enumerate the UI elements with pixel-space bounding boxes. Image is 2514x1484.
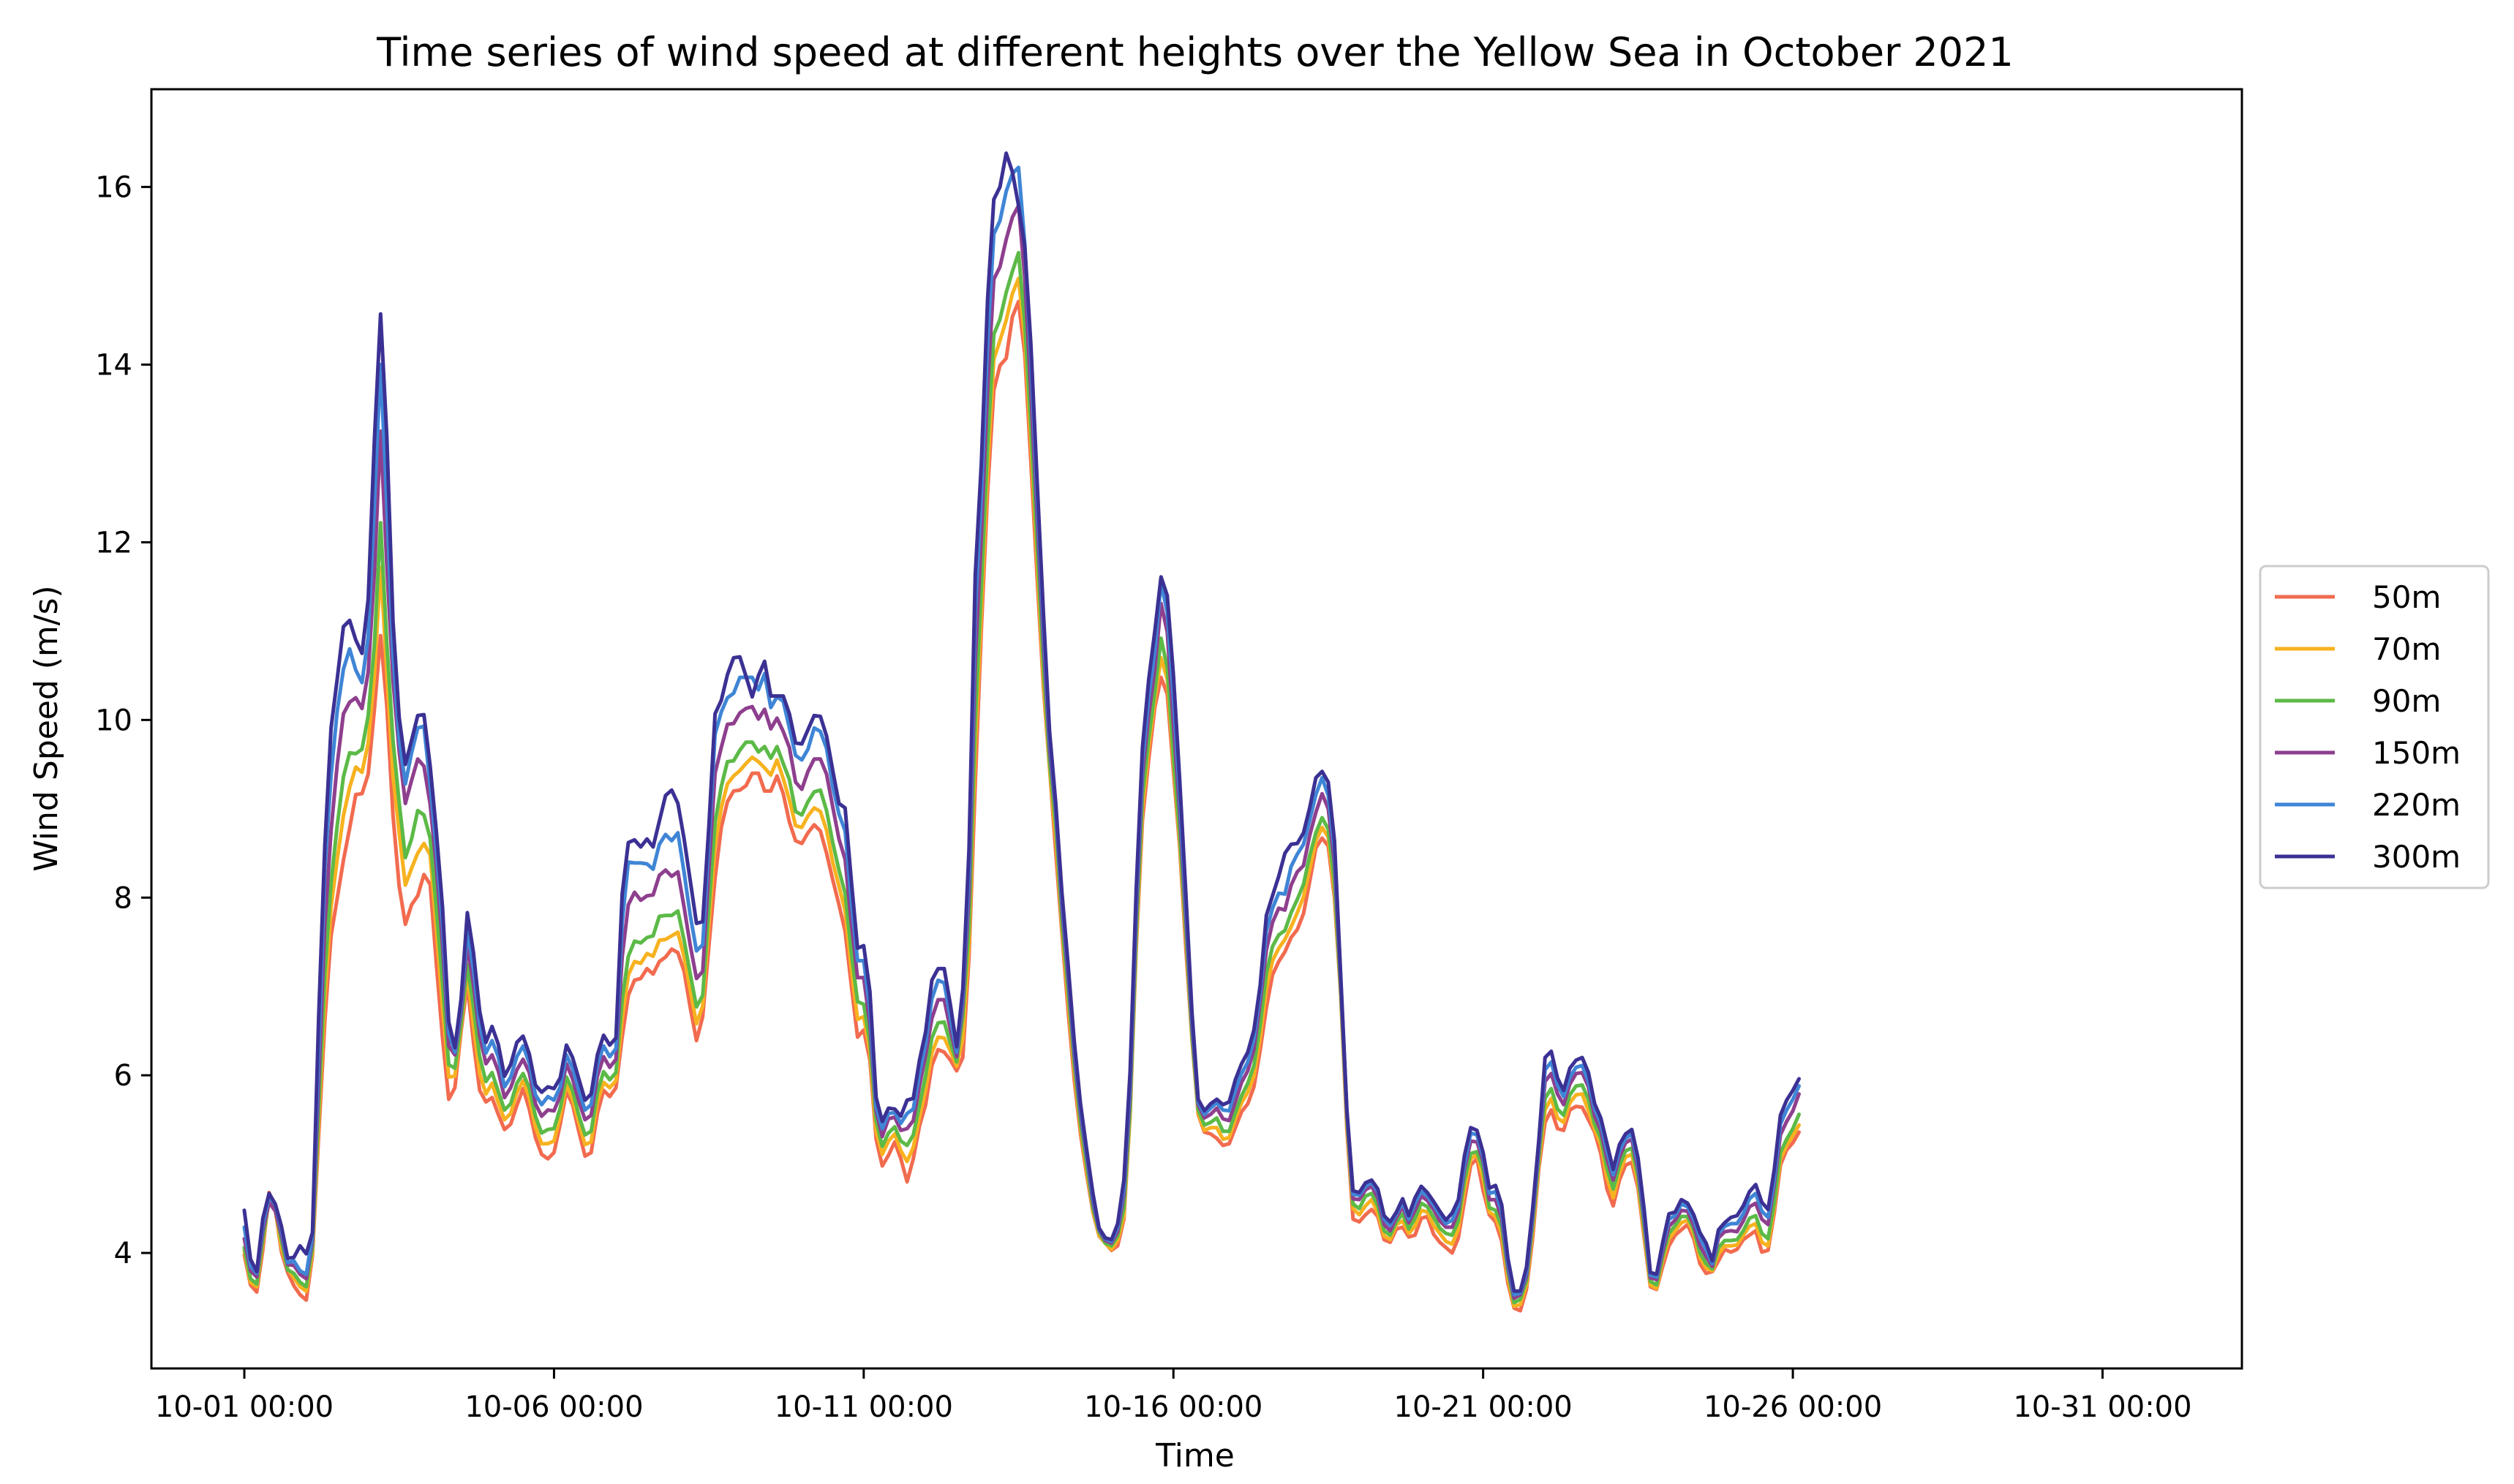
x-tick-label: 10-01 00:00 bbox=[155, 1390, 334, 1424]
legend-label-220m: 220m bbox=[2372, 787, 2461, 823]
x-tick-label: 10-11 00:00 bbox=[775, 1390, 953, 1424]
y-axis: 4 6 8 10 12 14 16 bbox=[95, 171, 151, 1270]
legend-label-150m: 150m bbox=[2372, 735, 2461, 771]
plot-area-frame bbox=[150, 88, 2243, 1370]
series-line-70m bbox=[242, 276, 1801, 1308]
x-tick-label: 10-26 00:00 bbox=[1704, 1390, 1882, 1424]
legend-label-70m: 70m bbox=[2372, 631, 2441, 667]
series-layer bbox=[242, 151, 1801, 1313]
legend-label-90m: 90m bbox=[2372, 683, 2441, 719]
x-tick-label: 10-16 00:00 bbox=[1084, 1390, 1262, 1424]
series-line-90m bbox=[242, 251, 1801, 1305]
y-tick-label: 8 bbox=[114, 881, 132, 915]
y-tick-label: 10 bbox=[95, 704, 132, 737]
series-line-300m bbox=[242, 151, 1801, 1293]
legend: 50m 70m 90m 150m 220m 300m bbox=[2259, 565, 2490, 889]
y-tick-label: 6 bbox=[114, 1059, 132, 1093]
y-tick-label: 4 bbox=[114, 1237, 132, 1270]
y-tick-label: 14 bbox=[95, 349, 132, 383]
legend-label-300m: 300m bbox=[2372, 839, 2461, 875]
legend-frame bbox=[2259, 565, 2490, 889]
x-tick-label: 10-31 00:00 bbox=[2013, 1390, 2191, 1424]
y-axis-label: Wind Speed (m/s) bbox=[28, 585, 65, 871]
x-tick-label: 10-06 00:00 bbox=[464, 1390, 643, 1424]
x-tick-label: 10-21 00:00 bbox=[1394, 1390, 1573, 1424]
y-tick-label: 16 bbox=[95, 171, 132, 205]
series-line-50m bbox=[242, 299, 1801, 1313]
x-axis-label: Time bbox=[1155, 1437, 1235, 1474]
series-line-150m bbox=[242, 203, 1801, 1300]
y-tick-label: 12 bbox=[95, 526, 132, 560]
chart-title: Time series of wind speed at different h… bbox=[376, 29, 2014, 75]
legend-label-50m: 50m bbox=[2372, 579, 2441, 615]
x-axis: 10-01 00:00 10-06 00:00 10-11 00:00 10-16 0… bbox=[155, 1368, 2192, 1424]
